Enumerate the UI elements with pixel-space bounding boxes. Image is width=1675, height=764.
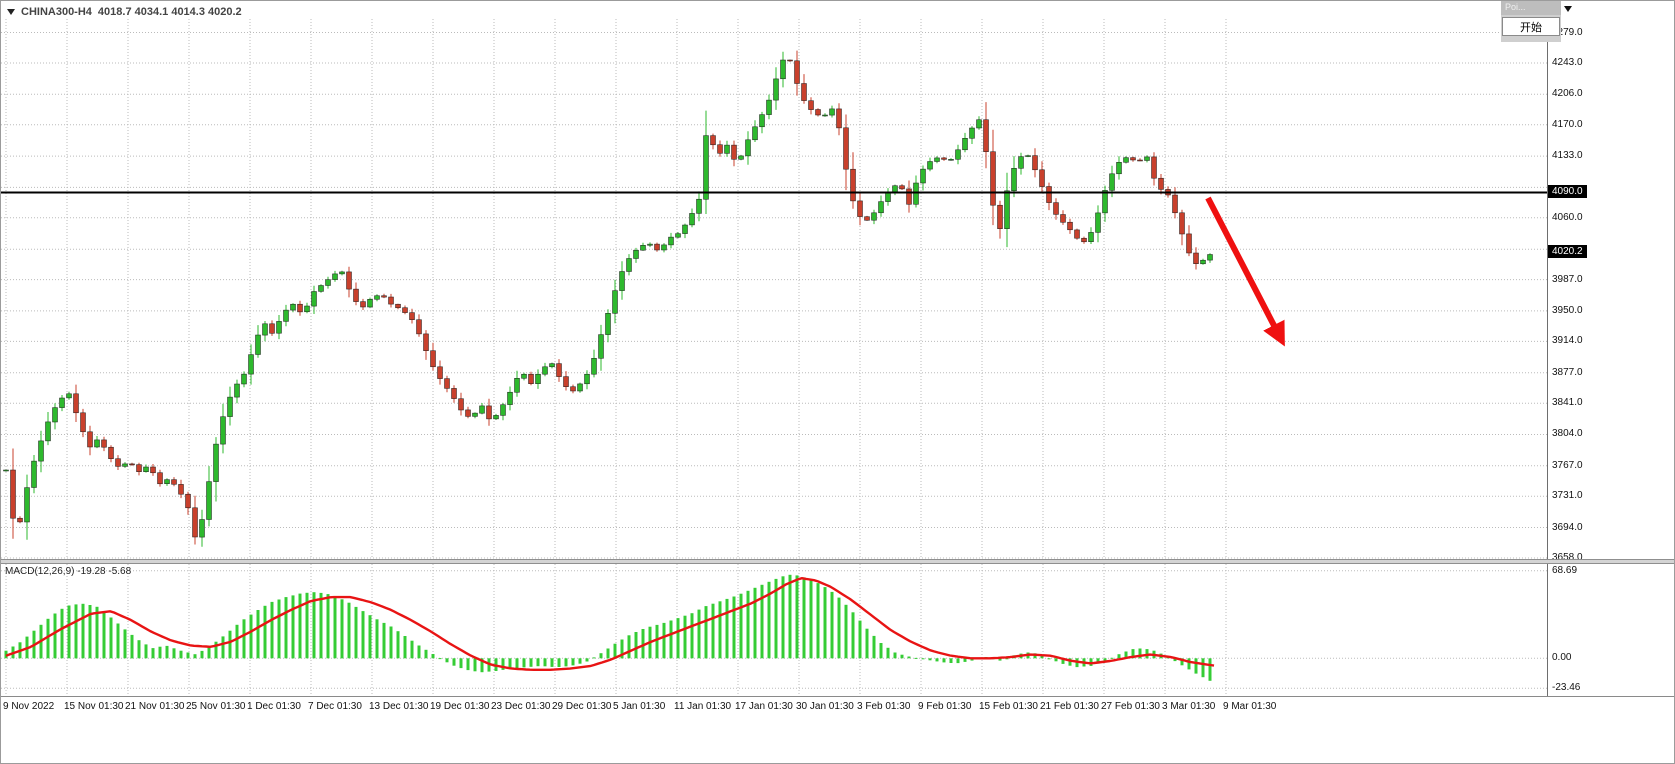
- time-axis-label: 27 Feb 01:30: [1101, 701, 1160, 712]
- price-tag[interactable]: 4020.2: [1548, 244, 1587, 258]
- time-axis-label: 25 Nov 01:30: [186, 701, 246, 712]
- macd-axis-label: 0.00: [1552, 652, 1572, 664]
- time-axis-label: 11 Jan 01:30: [674, 701, 732, 712]
- macd-axis-label: 68.69: [1552, 564, 1578, 576]
- time-axis-label: 15 Feb 01:30: [979, 701, 1038, 712]
- time-axis[interactable]: 9 Nov 2022 15 Nov 01:30 21 Nov 01:30 25 Nov…: [1, 696, 1674, 763]
- time-axis-label: 13 Dec 01:30: [369, 701, 429, 712]
- time-axis-label: 3 Feb 01:30: [857, 701, 911, 712]
- price-axis-label: 4060.0: [1552, 211, 1583, 223]
- dropdown-arrow-icon: [1564, 6, 1572, 12]
- price-axis-label: 4206.0: [1552, 88, 1583, 100]
- time-axis-label: 7 Dec 01:30: [308, 701, 362, 712]
- time-axis-label: 23 Dec 01:30: [491, 701, 551, 712]
- price-axis-label: 4279.0: [1552, 26, 1583, 38]
- candles: [3, 50, 1213, 547]
- time-axis-label: 1 Dec 01:30: [247, 701, 301, 712]
- time-axis-label: 21 Nov 01:30: [125, 701, 185, 712]
- symbol-marker-icon: [7, 9, 15, 15]
- price-axis-label: 3767.0: [1552, 459, 1583, 471]
- macd-axis-label: -23.46: [1552, 682, 1581, 694]
- time-axis-label: 21 Feb 01:30: [1040, 701, 1099, 712]
- ohlc-values: 4018.7 4034.1 4014.3 4020.2: [97, 6, 242, 18]
- time-axis-label: 29 Dec 01:30: [552, 701, 612, 712]
- price-tag[interactable]: 4090.0: [1548, 185, 1587, 199]
- overlay-title: Poi...: [1501, 1, 1561, 15]
- start-button[interactable]: 开始: [1502, 17, 1560, 36]
- time-axis-label: 3 Mar 01:30: [1162, 701, 1216, 712]
- time-axis-label: 9 Feb 01:30: [918, 701, 972, 712]
- recorder-overlay: Poi... 开始: [1501, 1, 1561, 42]
- price-axis-label: 3694.0: [1552, 521, 1583, 533]
- gridlines: [1, 19, 1547, 694]
- price-axis-label: 3987.0: [1552, 273, 1583, 285]
- symbol-timeframe-label: CHINA300-H4: [21, 6, 92, 18]
- time-axis-label: 9 Mar 01:30: [1223, 701, 1277, 712]
- price-axis-label: 3804.0: [1552, 428, 1583, 440]
- price-axis[interactable]: 4279.0 4243.0 4206.0 4170.0 4133.0 4060.0 3987…: [1547, 1, 1674, 763]
- price-axis-label: 3914.0: [1552, 335, 1583, 347]
- trend-arrow[interactable]: [1205, 196, 1285, 347]
- pane-separator[interactable]: [1, 559, 1674, 564]
- time-axis-label: 9 Nov 2022: [3, 701, 55, 712]
- price-axis-label: 3877.0: [1552, 366, 1583, 378]
- price-axis-label: 4243.0: [1552, 57, 1583, 68]
- price-axis-label: 3658.0: [1552, 552, 1583, 563]
- macd-indicator-label: MACD(12,26,9) -19.28 -5.68: [5, 566, 132, 577]
- symbol-header: CHINA300-H4 4018.7 4034.1 4014.3 4020.2: [7, 6, 242, 18]
- price-axis-label: 3841.0: [1552, 397, 1583, 409]
- time-axis-label: 15 Nov 01:30: [64, 701, 124, 712]
- time-axis-label: 5 Jan 01:30: [613, 701, 666, 712]
- price-axis-label: 4170.0: [1552, 118, 1583, 130]
- macd-signal-line: [5, 577, 1215, 671]
- time-axis-label: 30 Jan 01:30: [796, 701, 854, 712]
- price-axis-label: 4133.0: [1552, 150, 1583, 162]
- price-axis-label: 3950.0: [1552, 304, 1583, 316]
- time-axis-label: 19 Dec 01:30: [430, 701, 490, 712]
- macd-histogram: [4, 574, 1212, 681]
- time-axis-label: 17 Jan 01:30: [735, 701, 793, 712]
- price-axis-label: 3731.0: [1552, 490, 1583, 502]
